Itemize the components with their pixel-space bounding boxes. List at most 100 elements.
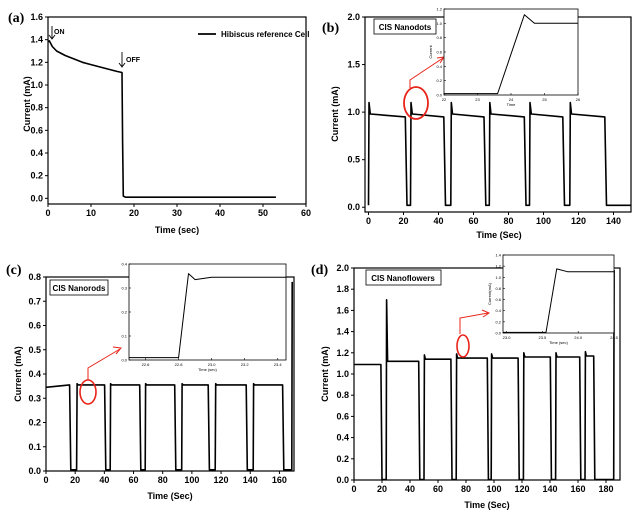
y-tick-label: 0.7: [28, 296, 41, 306]
y-tick-label: 1.6: [336, 305, 349, 315]
highlight-arrowhead: [112, 346, 122, 355]
y-tick-label: 1.8: [336, 284, 349, 294]
title-box: [49, 279, 109, 296]
x-tick-label: 180: [598, 484, 613, 494]
inset-x-tick-label: 23: [475, 97, 480, 102]
highlight-ellipse: [79, 379, 97, 405]
x-tick-label: 10: [86, 208, 96, 218]
x-tick-label: 60: [433, 484, 443, 494]
inset-x-tick-label: 23.4: [274, 362, 283, 367]
panel-c: 0 20 40 60 80 100 120 140 160 0.0 0.1 0.2 0.3 0.4 0.5 0…: [6, 262, 295, 501]
y-tick-label: 0.2: [28, 418, 41, 428]
y-tick-label: 0.6: [336, 411, 349, 421]
inset-y-tick-label: 0.0: [495, 331, 501, 336]
inset-y-axis-label: Current: [428, 44, 433, 58]
x-axis-label: Time (sec): [155, 225, 199, 235]
y-tick-label: 2.0: [336, 263, 349, 273]
inset-y-tick-label: 0.0: [121, 358, 127, 363]
x-tick-label: 140: [243, 475, 258, 485]
x-tick-label: 20: [129, 208, 139, 218]
inset-y-tick-label: 0.4: [495, 308, 501, 313]
panel-label: (a): [8, 11, 25, 26]
y-tick-label: 0.4: [30, 148, 43, 158]
inset-x-tick-label: 23.5: [538, 335, 547, 340]
y-tick-label: 1.0: [336, 369, 349, 379]
y-tick-label: 1.0: [347, 107, 360, 117]
y-tick-label: 0.5: [347, 155, 360, 165]
x-tick-label: 0: [366, 216, 371, 226]
on-annotation: ON: [54, 29, 65, 36]
inset-frame: [443, 8, 579, 96]
inset-y-tick-label: 0.4: [436, 64, 442, 69]
y-tick-label: 0.6: [30, 125, 43, 135]
x-tick-label: 60: [301, 208, 311, 218]
highlight-arrowhead: [481, 309, 491, 318]
x-tick-label: 40: [405, 484, 415, 494]
x-tick-label: 120: [571, 216, 586, 226]
y-tick-label: 0.6: [28, 321, 41, 331]
x-axis-label: Time (Sec): [464, 500, 509, 510]
panel-title: CIS Nanorods: [53, 284, 106, 293]
y-tick-label: 2.0: [347, 12, 360, 22]
x-tick-label: 0: [45, 208, 50, 218]
x-axis-label: Time (Sec): [147, 491, 192, 501]
y-tick-label: 1.6: [30, 12, 43, 22]
x-tick-label: 40: [433, 216, 443, 226]
y-tick-label: 0.8: [28, 272, 41, 282]
inset-y-tick-label: 0.6: [495, 297, 501, 302]
x-tick-label: 0: [43, 475, 48, 485]
y-tick-label: 1.4: [30, 35, 43, 45]
inset-x-tick-label: 25: [542, 97, 547, 102]
inset-y-tick-label: 1.2: [436, 7, 442, 12]
x-tick-label: 160: [272, 475, 287, 485]
inset-frame: [502, 254, 615, 334]
inset-frame: [128, 263, 287, 361]
inset-series-line: [503, 268, 614, 333]
on-arrow: [48, 26, 56, 40]
x-tick-label: 100: [536, 216, 551, 226]
panel-b: 0 20 40 60 80 100 120 140 0.0 0.5 1.0 1.5 2.0 (b) Time…: [322, 7, 632, 240]
inset-y-tick-label: 0.8: [436, 35, 442, 40]
y-tick-label: 0.0: [347, 202, 360, 212]
x-tick-label: 100: [486, 484, 501, 494]
y-tick-label: 0.5: [28, 345, 41, 355]
highlight-arrow: [409, 57, 444, 88]
x-tick-label: 120: [214, 475, 229, 485]
y-axis-label: Current (mA): [13, 346, 23, 402]
y-tick-label: 0.8: [30, 103, 43, 113]
y-tick-label: 1.5: [347, 60, 360, 70]
y-tick-label: 1.0: [30, 80, 43, 90]
inset-y-tick-label: 0.6: [436, 50, 442, 55]
inset-y-tick-label: 0.1: [121, 334, 127, 339]
plot-frame: [47, 16, 307, 205]
x-tick-label: 50: [258, 208, 268, 218]
x-tick-label: 30: [172, 208, 182, 218]
inset-x-tick-label: 23.0: [503, 335, 512, 340]
highlight-ellipse: [456, 334, 470, 358]
inset-x-tick-label: 26: [576, 97, 581, 102]
x-tick-label: 0: [351, 484, 356, 494]
x-tick-label: 160: [570, 484, 585, 494]
x-tick-label: 140: [606, 216, 621, 226]
highlight-arrow: [87, 348, 121, 380]
inset-y-tick-label: 1.0: [436, 21, 442, 26]
inset-x-tick-label: 23.0: [208, 362, 217, 367]
y-tick-label: 0.8: [336, 390, 349, 400]
y-tick-label: 0.0: [28, 466, 41, 476]
panel-label: (b): [322, 21, 339, 36]
panel-label: (c): [6, 263, 22, 278]
panel-title: CIS Nanoflowers: [371, 274, 435, 283]
series-line: [45, 281, 293, 471]
y-tick-label: 0.2: [30, 171, 43, 181]
x-tick-label: 60: [468, 216, 478, 226]
inset-x-axis-label: Time (sec): [549, 340, 568, 345]
y-tick-label: 1.2: [336, 348, 349, 358]
inset-y-tick-label: 1.2: [495, 264, 501, 269]
x-tick-label: 100: [184, 475, 199, 485]
highlight-ellipse: [403, 86, 429, 120]
inset-x-tick-label: 24: [509, 97, 514, 102]
y-tick-label: 0.4: [28, 369, 41, 379]
x-axis-label: Time (Sec): [476, 230, 521, 240]
inset-series-line: [444, 14, 578, 95]
inset-y-tick-label: 0.2: [121, 310, 127, 315]
